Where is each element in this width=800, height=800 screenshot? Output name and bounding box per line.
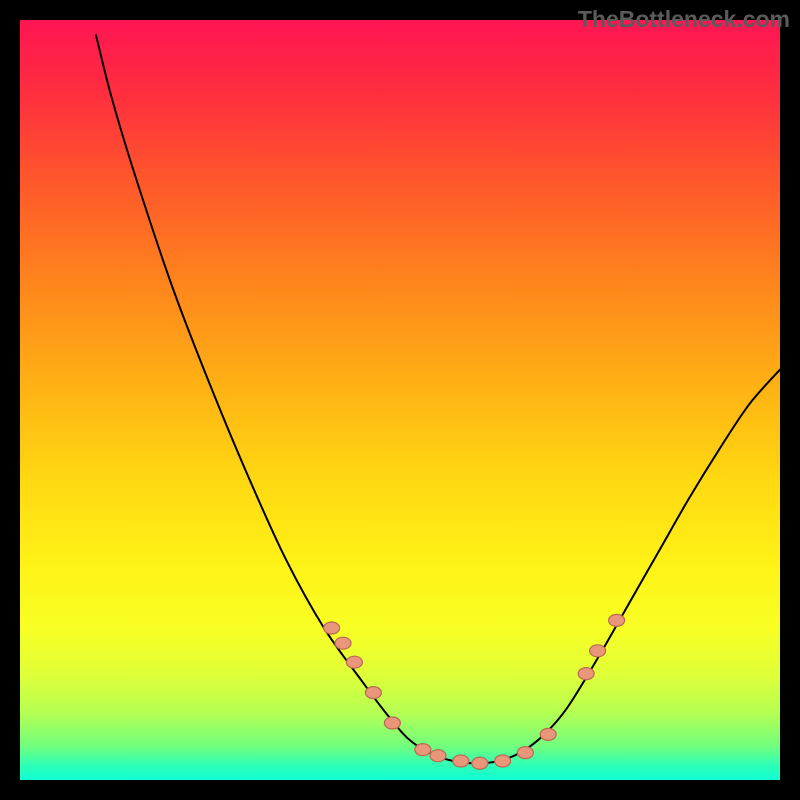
data-marker: [578, 668, 594, 680]
data-marker: [472, 757, 488, 769]
curve-layer: [20, 20, 780, 780]
data-marker: [384, 717, 400, 729]
data-marker: [335, 637, 351, 649]
data-marker: [346, 656, 362, 668]
data-marker: [495, 755, 511, 767]
data-marker: [609, 614, 625, 626]
chart-frame: [0, 0, 800, 800]
data-marker: [540, 728, 556, 740]
data-marker: [324, 622, 340, 634]
plot-area: [20, 20, 780, 780]
data-marker: [517, 747, 533, 759]
data-marker: [590, 645, 606, 657]
bottleneck-curve: [96, 35, 780, 763]
data-marker: [365, 687, 381, 699]
data-marker: [453, 755, 469, 767]
data-marker: [415, 744, 431, 756]
data-marker: [430, 750, 446, 762]
marker-group: [324, 614, 625, 769]
attribution-text: TheBottleneck.com: [578, 6, 790, 33]
